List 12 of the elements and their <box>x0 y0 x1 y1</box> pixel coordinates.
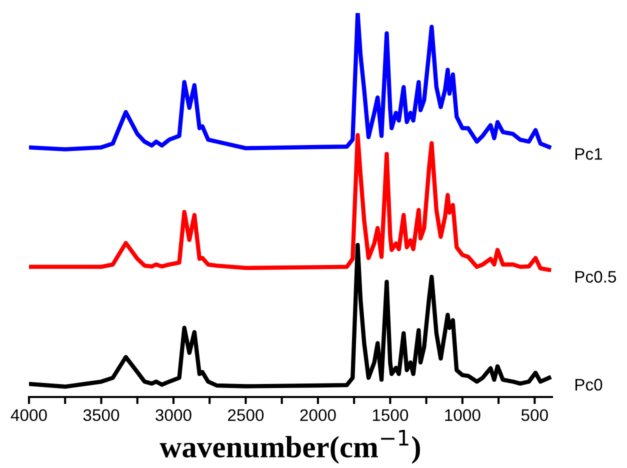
x-tick-label: 3000 <box>156 409 192 422</box>
x-tick-label: 500 <box>521 409 548 422</box>
x-tick-label: 1000 <box>445 409 480 422</box>
series-label: Pc0 <box>575 378 602 391</box>
x-tick-label: 3500 <box>83 409 120 422</box>
x-tick-label: 2000 <box>300 409 336 422</box>
x-tick-label: 1500 <box>372 409 408 422</box>
x-tick-label: 2500 <box>228 409 264 422</box>
x-tick-label: 4000 <box>10 409 47 422</box>
x-axis-title: wavenumber(cm$^{−1}$) <box>160 430 420 464</box>
series-label: Pc1 <box>575 148 602 160</box>
series-label: Pc0.5 <box>575 270 616 283</box>
